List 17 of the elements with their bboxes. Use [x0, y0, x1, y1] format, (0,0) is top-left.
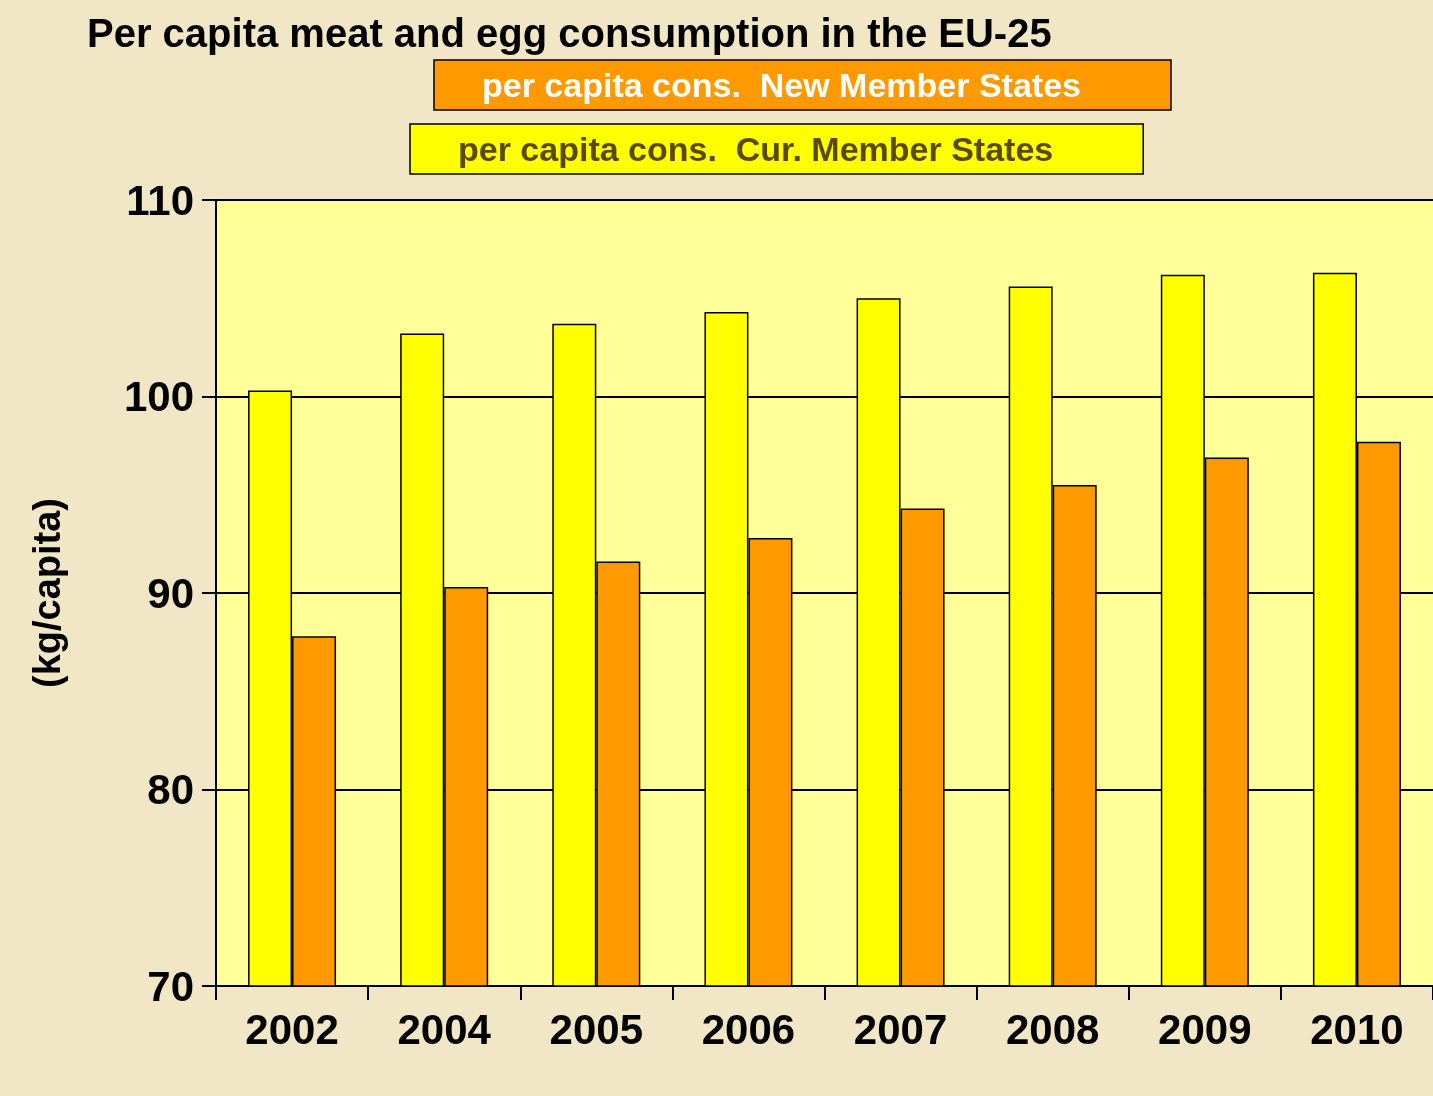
y-tick-label: 70: [147, 962, 194, 1010]
x-tick-label: 2006: [701, 1005, 796, 1053]
y-tick-label: 80: [147, 766, 194, 813]
y-axis-title: (kg/capita): [26, 497, 68, 689]
x-tick-label: 2008: [1005, 1005, 1100, 1053]
y-tick-label: 100: [123, 373, 194, 420]
x-tick-label: 2004: [397, 1005, 492, 1053]
x-tick-label: 2007: [853, 1005, 948, 1053]
x-tick-label: 2005: [549, 1005, 644, 1053]
x-tick-label: 2002: [245, 1005, 339, 1053]
x-tick-label: 2009: [1158, 1005, 1252, 1053]
x-tick-label: 2010: [1310, 1005, 1404, 1053]
text: per capita cons. New Member States: [482, 66, 1081, 104]
chart-title: Per capita meat and egg consumption in the EU-25: [87, 11, 1052, 55]
y-tick-label: 90: [147, 569, 194, 617]
y-tick-label: 110: [126, 176, 194, 224]
text: per capita cons. Cur. Member States: [458, 130, 1054, 168]
